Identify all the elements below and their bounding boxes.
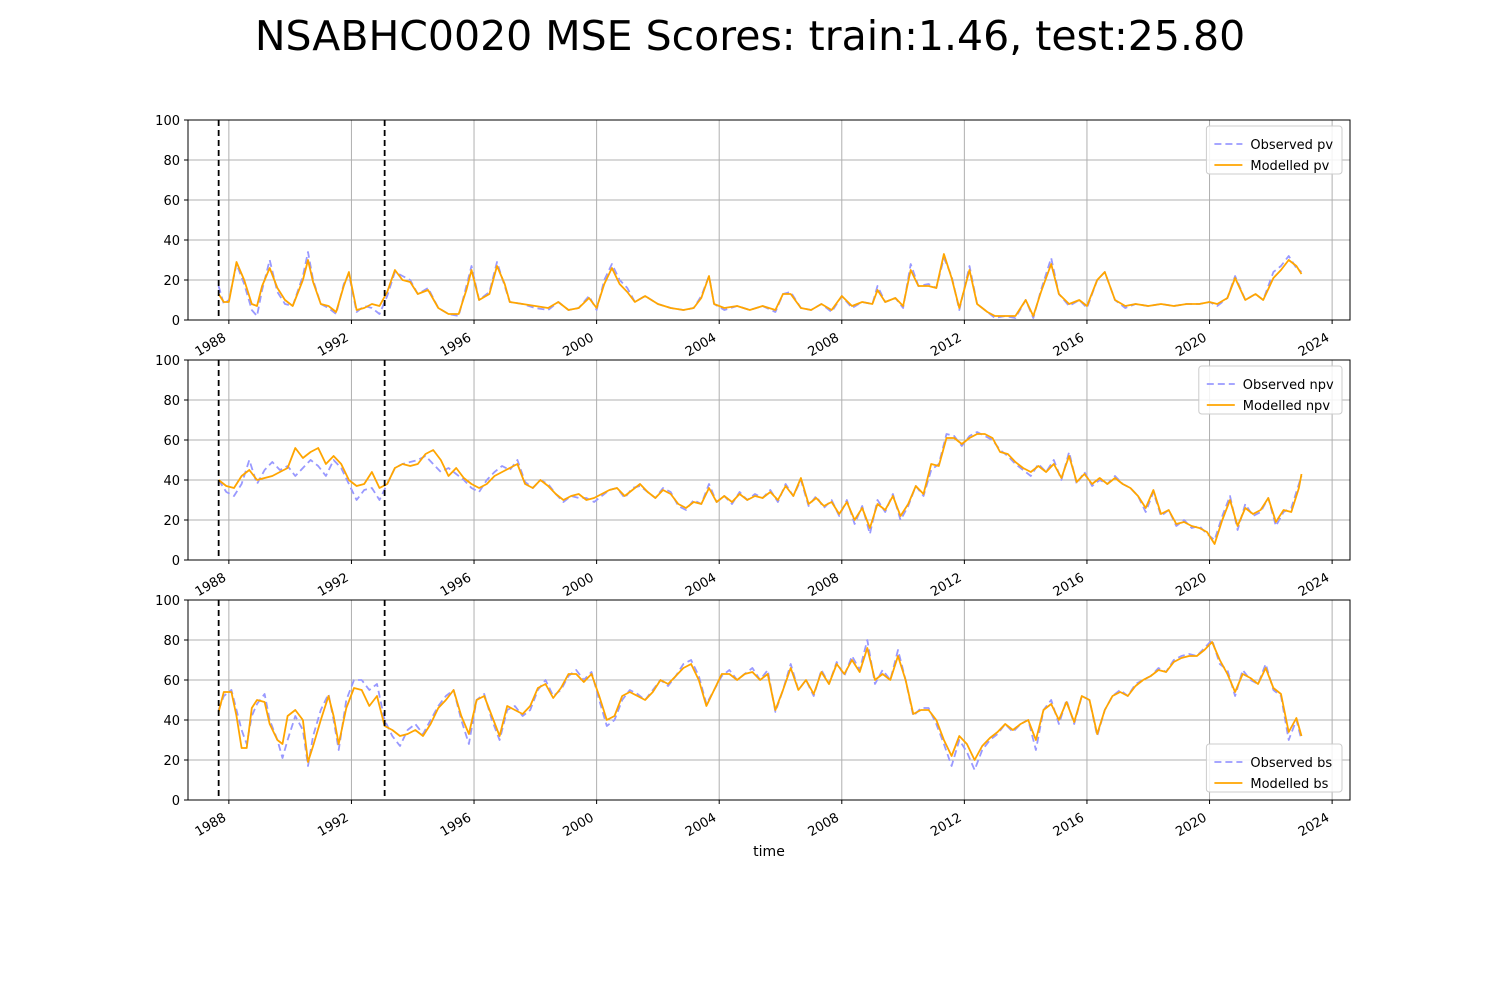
plot-area xyxy=(217,639,1303,771)
x-tick-label: 1992 xyxy=(315,330,351,360)
y-tick-label: 40 xyxy=(163,474,180,489)
x-tick-label: 2008 xyxy=(806,810,842,840)
modelled-line xyxy=(217,253,1303,317)
legend-box xyxy=(1205,125,1343,175)
x-tick-label: 2020 xyxy=(1173,570,1209,600)
y-tick-label: 40 xyxy=(163,714,180,729)
modelled-line xyxy=(218,433,1303,545)
x-axis-label: time xyxy=(753,844,785,860)
x-tick-label: 2020 xyxy=(1173,330,1209,360)
y-tick-label: 20 xyxy=(163,754,180,769)
y-tick-label: 100 xyxy=(155,594,180,609)
x-tick-label: 2000 xyxy=(560,810,596,840)
legend-label: Observed npv xyxy=(1243,378,1334,393)
x-tick-label: 2004 xyxy=(683,810,719,840)
legend-label: Modelled pv xyxy=(1250,159,1329,174)
legend-box xyxy=(1198,365,1343,415)
x-tick-label: 1988 xyxy=(193,330,229,360)
x-tick-label: 2016 xyxy=(1051,810,1087,840)
plot-area xyxy=(217,251,1303,319)
x-tick-label: 2012 xyxy=(928,330,964,360)
x-tick-label: 2024 xyxy=(1296,330,1332,360)
axes-frame xyxy=(187,119,1351,321)
legend: Observed pv Modelled pv xyxy=(1205,125,1343,175)
axes-frame xyxy=(187,599,1351,801)
legend-box xyxy=(1205,743,1343,793)
x-tick-label: 1988 xyxy=(193,810,229,840)
legend: Observed npv Modelled npv xyxy=(1198,365,1343,415)
y-tick-label: 60 xyxy=(163,434,180,449)
y-tick-label: 20 xyxy=(163,274,180,289)
y-tick-label: 80 xyxy=(163,634,180,649)
x-tick-label: 2020 xyxy=(1173,810,1209,840)
x-tick-label: 2024 xyxy=(1296,810,1332,840)
x-tick-label: 2016 xyxy=(1051,330,1087,360)
modelled-line xyxy=(217,641,1303,763)
x-tick-label: 1996 xyxy=(438,570,474,600)
y-tick-label: 0 xyxy=(172,314,180,329)
subplot-2: 0 20 40 60 80 100 1988 1992 1996 2000 2004 2008 2012… xyxy=(155,354,1351,600)
x-tick-label: 2012 xyxy=(928,810,964,840)
x-tick-label: 1988 xyxy=(193,570,229,600)
legend-label: Observed pv xyxy=(1250,138,1333,153)
x-tick-label: 2004 xyxy=(683,330,719,360)
legend-label: Observed bs xyxy=(1250,756,1332,771)
x-tick-label: 2008 xyxy=(806,570,842,600)
subplot-3: 0 20 40 60 80 100 1988 1992 1996 2000 2004 2008 2012… xyxy=(155,594,1351,840)
y-tick-label: 40 xyxy=(163,234,180,249)
x-tick-label: 1996 xyxy=(438,810,474,840)
observed-line xyxy=(217,251,1303,319)
legend-label: Modelled npv xyxy=(1243,399,1331,414)
y-tick-label: 80 xyxy=(163,394,180,409)
x-tick-label: 1992 xyxy=(315,810,351,840)
x-tick-label: 2024 xyxy=(1296,570,1332,600)
observed-line xyxy=(217,639,1303,771)
y-tick-label: 60 xyxy=(163,674,180,689)
subplot-1: 0 20 40 60 80 100 1988 1992 1996 2000 2004 2008 2012… xyxy=(155,114,1351,360)
legend: Observed bs Modelled bs xyxy=(1205,743,1343,793)
x-tick-label: 1992 xyxy=(315,570,351,600)
plot-area xyxy=(217,431,1303,545)
x-tick-label: 2016 xyxy=(1051,570,1087,600)
y-tick-label: 100 xyxy=(155,114,180,129)
x-tick-label: 1996 xyxy=(438,330,474,360)
y-tick-label: 100 xyxy=(155,354,180,369)
y-tick-label: 0 xyxy=(172,554,180,569)
x-tick-label: 2012 xyxy=(928,570,964,600)
x-tick-label: 2000 xyxy=(560,330,596,360)
y-tick-label: 60 xyxy=(163,194,180,209)
observed-line xyxy=(217,431,1303,541)
y-tick-label: 20 xyxy=(163,514,180,529)
chart-title: NSABHC0020 MSE Scores: train:1.46, test:… xyxy=(254,12,1246,60)
axes-frame xyxy=(187,359,1351,561)
y-tick-label: 0 xyxy=(172,794,180,809)
x-tick-label: 2008 xyxy=(806,330,842,360)
legend-label: Modelled bs xyxy=(1250,777,1328,792)
y-tick-label: 80 xyxy=(163,154,180,169)
x-tick-label: 2004 xyxy=(683,570,719,600)
x-tick-label: 2000 xyxy=(560,570,596,600)
